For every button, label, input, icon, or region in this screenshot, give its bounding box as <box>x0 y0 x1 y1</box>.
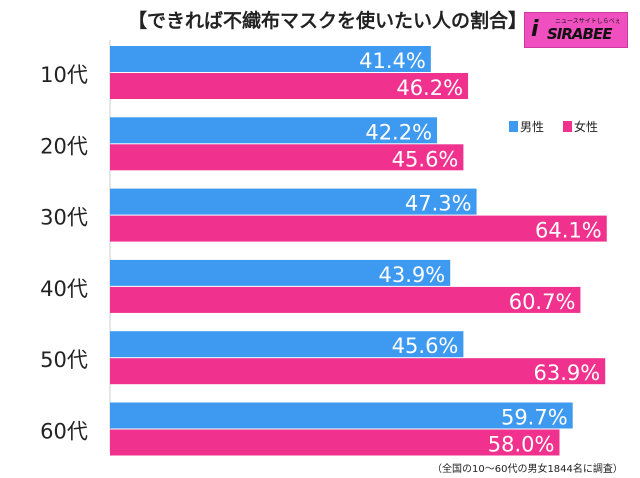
category-label: 40代 <box>40 277 88 301</box>
logo-i-mark: i <box>531 17 539 42</box>
bar-female <box>110 144 464 171</box>
data-label: 64.1% <box>535 219 602 243</box>
data-label: 59.7% <box>501 406 568 430</box>
bar-female <box>110 215 607 242</box>
category-label: 20代 <box>40 134 88 158</box>
data-label: 43.9% <box>379 263 446 287</box>
legend-swatch <box>509 121 518 132</box>
chart-title: 【できれば不織布マスクを使いたい人の割合】 <box>128 10 528 32</box>
data-label: 46.2% <box>396 76 463 100</box>
bar-male <box>110 331 464 358</box>
bar-male <box>110 188 477 215</box>
survey-note: （全国の10～60代の男女1844名に調査） <box>432 464 623 475</box>
bar-male <box>110 402 573 429</box>
data-label: 42.2% <box>365 120 432 144</box>
legend-label: 女性 <box>574 119 598 134</box>
data-label: 47.3% <box>405 192 472 216</box>
data-label: 58.0% <box>488 433 555 457</box>
data-label: 45.6% <box>392 147 459 171</box>
bar-male <box>110 117 438 144</box>
bar-female <box>110 358 606 385</box>
bar-male <box>110 259 451 286</box>
data-label: 45.6% <box>392 334 459 358</box>
category-label: 30代 <box>40 206 88 230</box>
legend-swatch <box>563 121 572 132</box>
bar-female <box>110 429 560 456</box>
bar-male <box>110 46 431 72</box>
sirabee-logo: i ニュースサイトしらべぇ SIRABEE <box>524 12 628 48</box>
category-label: 50代 <box>40 348 88 372</box>
legend-label: 男性 <box>520 120 544 134</box>
data-label: 41.4% <box>359 49 426 73</box>
data-label: 63.9% <box>534 361 601 385</box>
logo-text: SIRABEE <box>547 25 612 43</box>
category-label: 60代 <box>40 420 88 444</box>
bar-female <box>110 73 469 99</box>
category-label: 10代 <box>40 63 88 87</box>
data-label: 60.7% <box>509 290 576 314</box>
logo-subtext: ニュースサイトしらべぇ <box>555 18 621 25</box>
bar-female <box>110 286 581 313</box>
